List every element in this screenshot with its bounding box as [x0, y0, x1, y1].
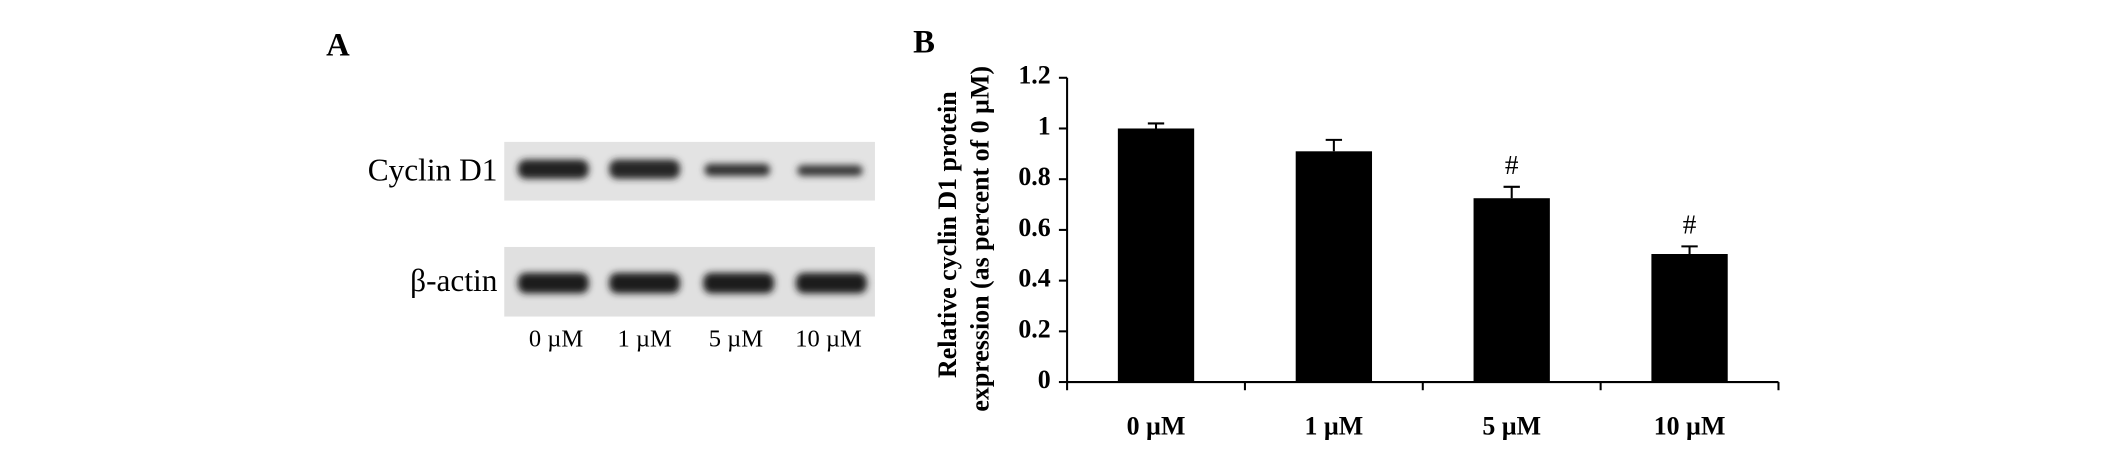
y-axis-label: expression (as percent of 0 µM) [966, 66, 995, 412]
error-bar [1325, 138, 1343, 152]
band [609, 159, 681, 179]
y-tick-label: 0.2 [1018, 314, 1050, 343]
band [517, 272, 589, 294]
y-tick-label: 0.4 [1018, 264, 1050, 293]
lane-label: 5 µM [709, 326, 763, 353]
error-bar [1503, 185, 1520, 199]
band [703, 272, 775, 294]
x-tick-label: 5 µM [1482, 411, 1541, 440]
y-tick-label: 0.6 [1018, 213, 1050, 242]
x-tick-label: 10 µM [1654, 411, 1726, 440]
bar [1473, 198, 1550, 383]
bar [1295, 151, 1373, 383]
annotation: # [1505, 150, 1519, 180]
panel-label: A [326, 27, 350, 63]
y-tick-label: 1.2 [1018, 61, 1050, 90]
x-tick-label: 0 µM [1127, 411, 1186, 440]
western-blot [504, 141, 875, 317]
y-tick-label: 0.8 [1018, 162, 1050, 191]
error-bar [1681, 245, 1698, 254]
band [704, 163, 770, 177]
y-tick-label: 0 [1038, 365, 1051, 394]
lane-label: 1 µM [617, 326, 671, 353]
error-bar [1147, 122, 1165, 129]
panel-label: B [913, 25, 935, 61]
row-label: β-actin [410, 263, 498, 298]
row-label: Cyclin D1 [368, 152, 498, 187]
bar [1651, 253, 1728, 383]
band [609, 272, 681, 294]
annotation: # [1683, 210, 1697, 240]
band [795, 272, 867, 294]
lane-label: 0 µM [529, 326, 583, 353]
lane-label: 10 µM [795, 326, 862, 353]
band [517, 159, 589, 179]
x-tick-label: 1 µM [1304, 411, 1363, 440]
y-tick-label: 1 [1038, 111, 1051, 140]
band [797, 165, 863, 177]
bar [1117, 128, 1195, 383]
y-axis-label: Relative cyclin D1 protein [933, 91, 962, 378]
